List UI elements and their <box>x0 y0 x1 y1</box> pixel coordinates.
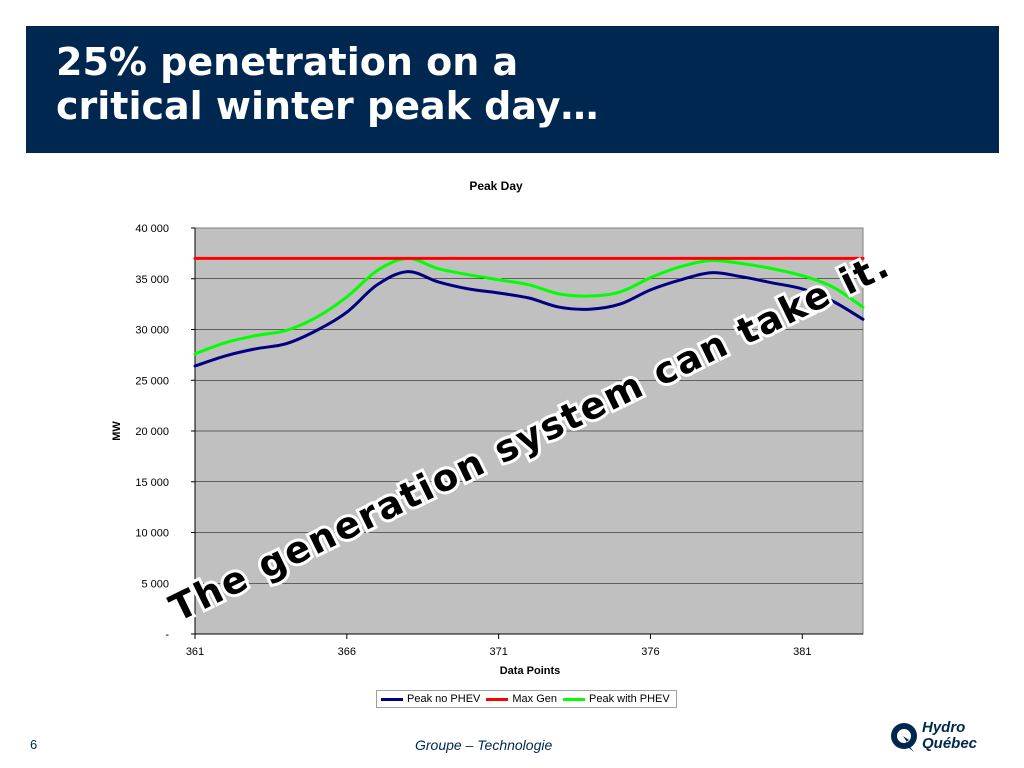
y-tick-label: 30 000 <box>135 325 169 337</box>
y-axis-title: MW <box>111 421 123 441</box>
legend-item-max-gen: Max Gen <box>486 693 557 705</box>
title-bar: 25% penetration on a critical winter pea… <box>26 26 999 153</box>
x-axis-title: Data Points <box>500 665 561 677</box>
slide-title-line-2: critical winter peak day… <box>56 84 599 128</box>
legend-label-peak-no-phev: Peak no PHEV <box>407 693 481 705</box>
chart-legend: Peak no PHEV Max Gen Peak with PHEV <box>376 690 677 708</box>
y-tick-label: 20 000 <box>135 426 169 438</box>
series-line-peak-no-phev <box>193 270 865 368</box>
hydro-quebec-logo: Hydro Québec <box>888 718 1000 758</box>
legend-label-max-gen: Max Gen <box>512 693 558 705</box>
legend-item-peak-with-phev: Peak with PHEV <box>563 693 670 705</box>
y-tick-label: 40 000 <box>135 223 169 235</box>
hydro-quebec-logo-icon <box>891 723 917 752</box>
chart-title: Peak Day <box>469 179 523 193</box>
y-tick-label: 35 000 <box>135 274 169 286</box>
legend-label-peak-with-phev: Peak with PHEV <box>589 693 670 705</box>
x-tick-label: 376 <box>641 646 659 658</box>
x-tick-label: 366 <box>338 646 356 658</box>
legend-item-peak-no-phev: Peak no PHEV <box>381 693 480 705</box>
y-tick-label: 15 000 <box>135 477 169 489</box>
y-tick-label: 25 000 <box>135 375 169 387</box>
x-tick-label: 381 <box>793 646 811 658</box>
logo-word-hydro: Hydro <box>922 719 966 736</box>
footer-text: Groupe – Technologie <box>415 737 553 753</box>
page-number: 6 <box>30 737 38 752</box>
legend-swatch-peak-no-phev <box>381 697 403 701</box>
y-tick-label: 5 000 <box>141 578 169 590</box>
y-tick-label: - <box>165 629 169 641</box>
x-tick-label: 371 <box>489 646 507 658</box>
legend-swatch-peak-with-phev <box>563 697 586 701</box>
legend-swatch-max-gen <box>486 697 509 701</box>
series-line-peak-with-phev <box>193 256 865 356</box>
slide-title-line-1: 25% penetration on a <box>56 40 519 84</box>
x-tick-label: 361 <box>186 646 204 658</box>
y-tick-label: 10 000 <box>135 528 169 540</box>
logo-word-quebec: Québec <box>922 735 978 752</box>
